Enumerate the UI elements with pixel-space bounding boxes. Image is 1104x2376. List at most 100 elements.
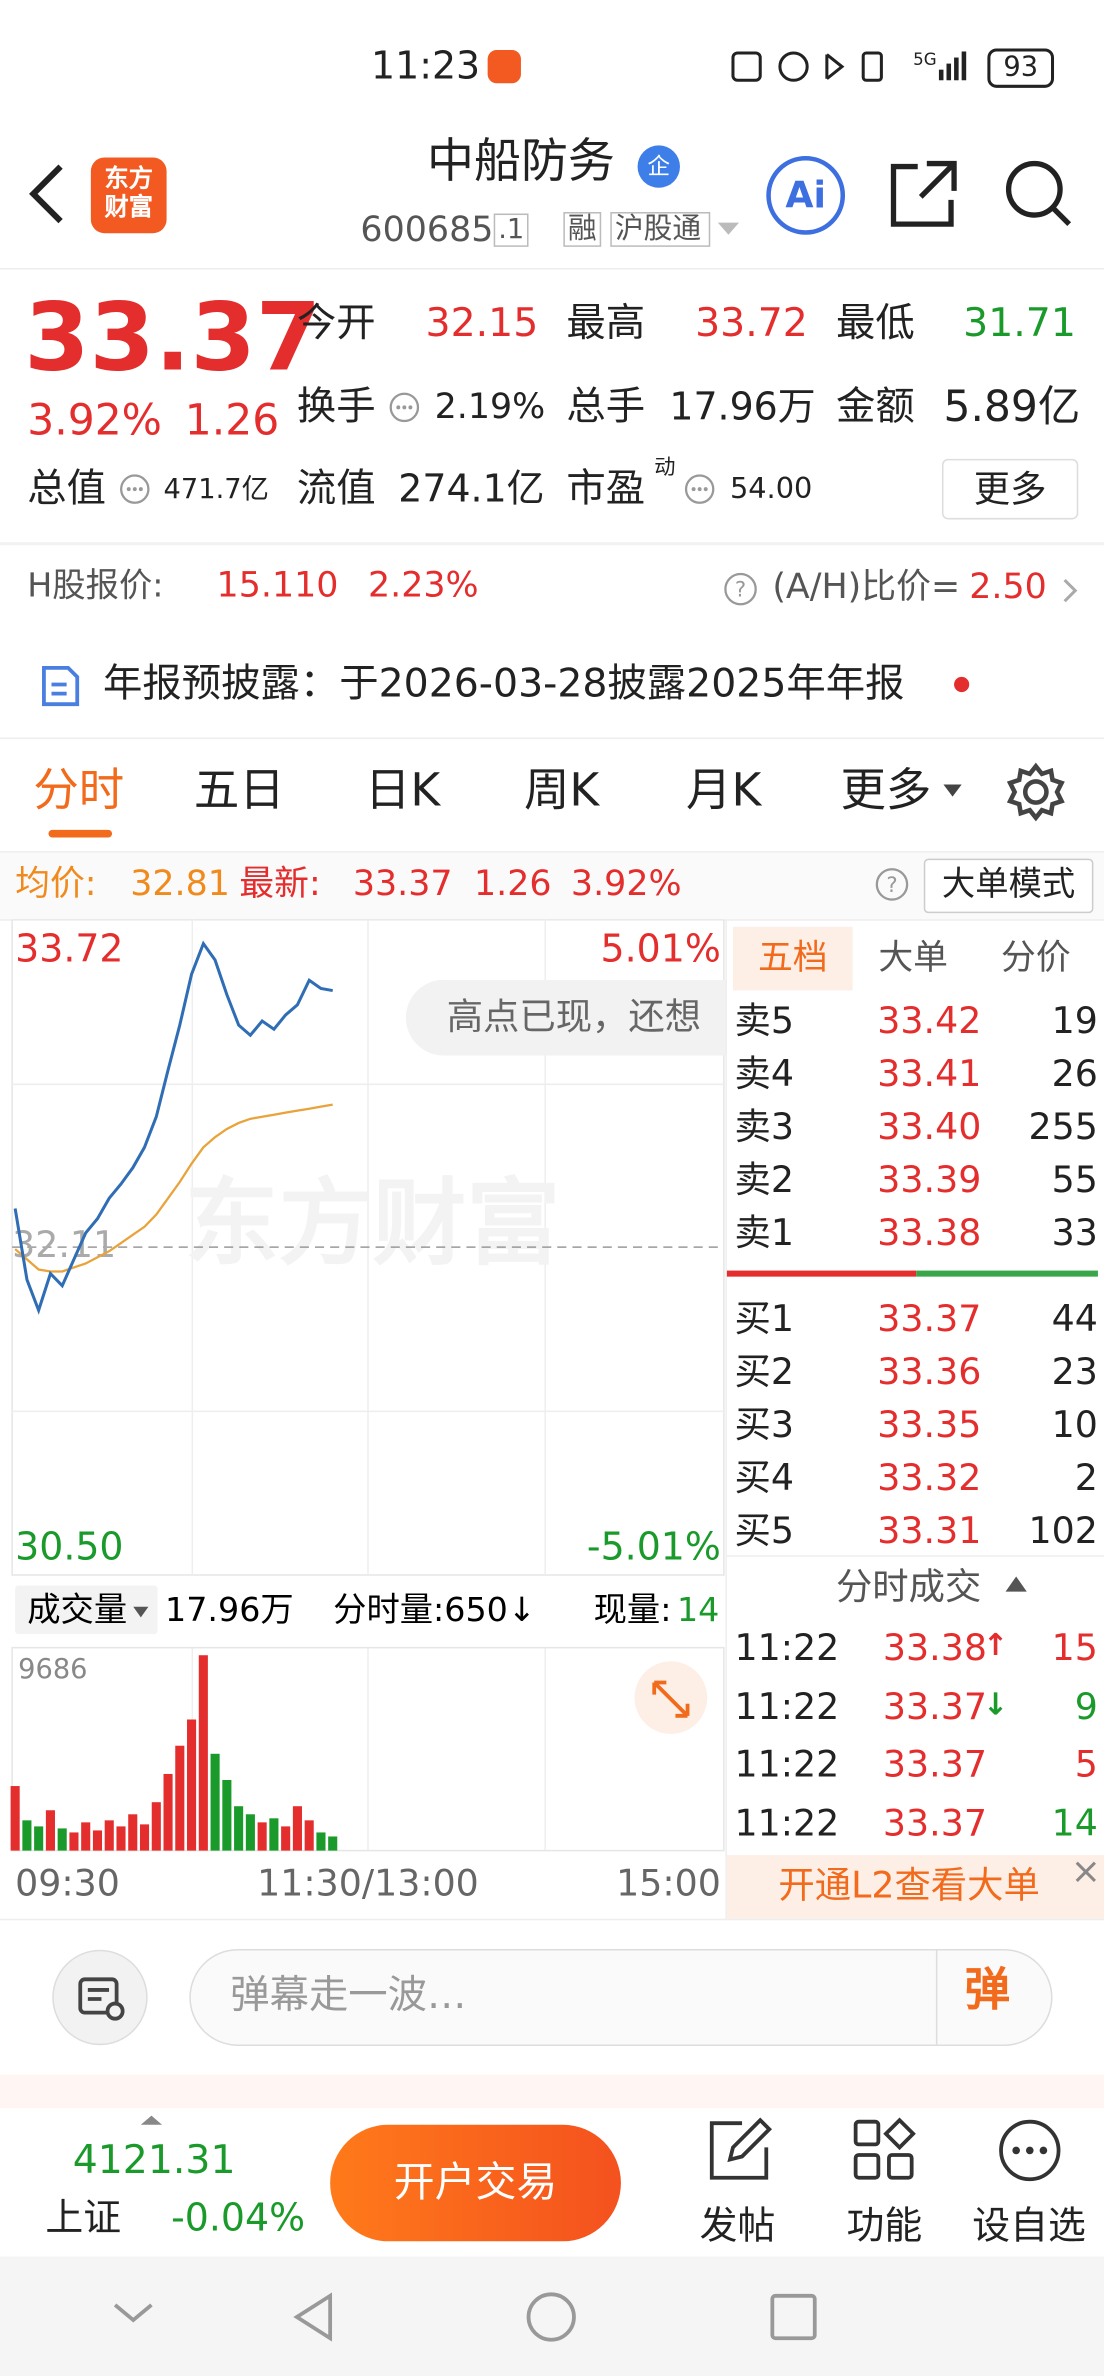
more-button[interactable]: 更多 bbox=[941, 458, 1079, 520]
book-label: 买5 bbox=[734, 1509, 794, 1553]
trade-time: 11:22 bbox=[734, 1685, 840, 1728]
current-volume: 14 bbox=[677, 1590, 719, 1629]
dropdown bbox=[133, 1606, 149, 1618]
volume-bar bbox=[187, 1719, 197, 1851]
ai-button[interactable]: Ai bbox=[766, 155, 846, 235]
chevron bbox=[1063, 578, 1078, 603]
book-tab[interactable]: 分价 bbox=[1001, 938, 1071, 979]
book-price: 33.38 bbox=[877, 1211, 982, 1254]
search-button[interactable] bbox=[1003, 157, 1076, 230]
action-label[interactable]: 设自选 bbox=[972, 2203, 1086, 2248]
latest-label: 最新: bbox=[239, 864, 321, 905]
tab[interactable]: 分时 bbox=[33, 764, 125, 818]
stat-value: 33.72 bbox=[695, 301, 808, 347]
stat-value: 471.7亿 bbox=[163, 474, 269, 506]
book-volume: 10 bbox=[1051, 1403, 1098, 1447]
book-label: 买2 bbox=[734, 1350, 794, 1394]
watchlist-icon[interactable] bbox=[996, 2117, 1063, 2184]
trade-time: 11:22 bbox=[734, 1626, 840, 1669]
avg-value: 32.81 bbox=[130, 864, 230, 905]
minute-volume: 分时量:650↓ bbox=[333, 1590, 536, 1629]
settings-button[interactable] bbox=[1006, 762, 1067, 823]
volume-bar bbox=[22, 1820, 32, 1851]
book-volume: 2 bbox=[1074, 1456, 1098, 1500]
trade-arrow: ↑ bbox=[982, 1626, 1009, 1663]
book-price: 33.37 bbox=[877, 1297, 982, 1341]
book-label: 买1 bbox=[734, 1297, 794, 1341]
stock-name: 中船防务 bbox=[427, 134, 615, 190]
action-label[interactable]: 功能 bbox=[846, 2203, 923, 2248]
book-label: 卖3 bbox=[734, 1105, 794, 1148]
close-button[interactable] bbox=[1072, 1858, 1099, 1885]
pct-label-high: 5.01% bbox=[601, 927, 721, 971]
tooltip-text: 高点已现，还想 bbox=[447, 995, 701, 1038]
tab[interactable]: 月K bbox=[686, 764, 762, 818]
avg-label: 均价: bbox=[15, 864, 97, 905]
stat-value: 5.89亿 bbox=[943, 381, 1081, 432]
battery: 93 bbox=[987, 48, 1055, 88]
book-price: 33.35 bbox=[877, 1403, 982, 1447]
back-button[interactable] bbox=[24, 161, 69, 228]
sort-icon bbox=[1005, 1576, 1027, 1592]
info-icon bbox=[389, 392, 420, 423]
watermark: 东方财富 bbox=[185, 1170, 561, 1279]
volume-bar bbox=[234, 1806, 244, 1851]
logo-text: 财富 bbox=[104, 192, 153, 222]
latest-value: 33.37 bbox=[352, 864, 453, 905]
share-button[interactable] bbox=[887, 157, 960, 230]
latest-pct: 3.92% bbox=[570, 864, 682, 905]
trade-button[interactable]: 开户交易 bbox=[330, 2124, 621, 2242]
l2-banner[interactable] bbox=[726, 1855, 1104, 1919]
time-label: 11:30/13:00 bbox=[257, 1861, 479, 1904]
volume-bar bbox=[45, 1810, 55, 1851]
stat-label: 今开 bbox=[296, 301, 376, 347]
status-time: 11:23 bbox=[371, 43, 481, 88]
stat-value: 17.96万 bbox=[669, 384, 816, 429]
stat-value: 2.19% bbox=[434, 387, 546, 428]
tab[interactable]: 日K bbox=[364, 764, 441, 818]
l2-text: 开通L2查看大单 bbox=[778, 1864, 1040, 1907]
tooltip: 高点已现，还想 bbox=[405, 979, 727, 1056]
volume-bar bbox=[210, 1753, 220, 1851]
order-book: 五档 大单 分价 卖5 33.42 19 卖4 33.41 26 卖3 33.40 255 卖2 3… bbox=[725, 919, 1104, 1919]
divider bbox=[935, 1950, 938, 2045]
caret bbox=[140, 2115, 163, 2125]
volume-bar bbox=[139, 1824, 150, 1851]
h-share-pct: 2.23% bbox=[367, 566, 479, 606]
volume-bar bbox=[257, 1822, 267, 1851]
stat-label: 最高 bbox=[566, 301, 646, 347]
danmaku-settings[interactable] bbox=[51, 1949, 148, 2046]
danmaku-input[interactable] bbox=[189, 1949, 1053, 2046]
code-suffix: .1 bbox=[493, 213, 529, 247]
danmaku-send[interactable]: 弹 bbox=[964, 1964, 1011, 2018]
time-label: 15:00 bbox=[616, 1861, 721, 1904]
book-tab[interactable]: 大单 bbox=[878, 938, 949, 979]
tab[interactable]: 五日 bbox=[193, 764, 285, 818]
volume-bar bbox=[69, 1832, 79, 1851]
book-tab[interactable]: 五档 bbox=[732, 926, 853, 991]
book-price: 33.41 bbox=[877, 1052, 982, 1095]
stat-value: 31.71 bbox=[963, 301, 1076, 347]
function-icon[interactable] bbox=[851, 2117, 918, 2184]
mode-button[interactable]: 大单模式 bbox=[923, 858, 1094, 914]
info-icon bbox=[120, 474, 150, 504]
action-label[interactable]: 发帖 bbox=[699, 2203, 776, 2248]
tab[interactable]: 更多 bbox=[840, 764, 932, 818]
intraday-chart: 东方财富 高点已现，还想 33.72 5.01% 30.50 -5.01% 成交… bbox=[10, 919, 727, 1904]
dropdown bbox=[943, 784, 962, 797]
stock-code: 600685 bbox=[360, 210, 494, 250]
nav-buttons[interactable] bbox=[91, 2284, 848, 2351]
expand-button[interactable] bbox=[634, 1661, 708, 1734]
tab[interactable]: 周K bbox=[523, 764, 600, 818]
volume-bar bbox=[292, 1806, 302, 1851]
logo-text: 东方 bbox=[104, 163, 153, 193]
time-label: 09:30 bbox=[15, 1861, 120, 1904]
volume-bar bbox=[198, 1655, 208, 1851]
badge: 企 bbox=[637, 145, 680, 188]
volume-bar bbox=[304, 1820, 314, 1851]
grid bbox=[12, 919, 724, 1851]
status-icons bbox=[731, 51, 967, 82]
book-label: 买4 bbox=[734, 1456, 794, 1500]
index-value: 4121.31 bbox=[72, 2138, 236, 2184]
post-icon[interactable] bbox=[706, 2117, 773, 2184]
